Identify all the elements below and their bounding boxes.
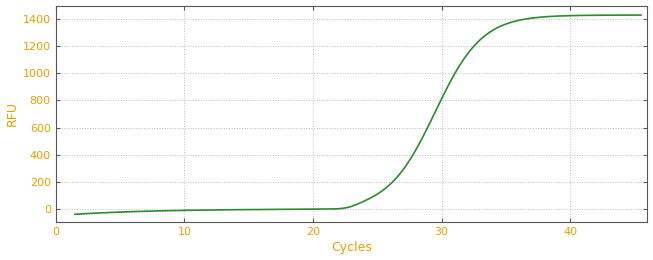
X-axis label: Cycles: Cycles: [331, 242, 372, 255]
Y-axis label: RFU: RFU: [6, 101, 18, 126]
